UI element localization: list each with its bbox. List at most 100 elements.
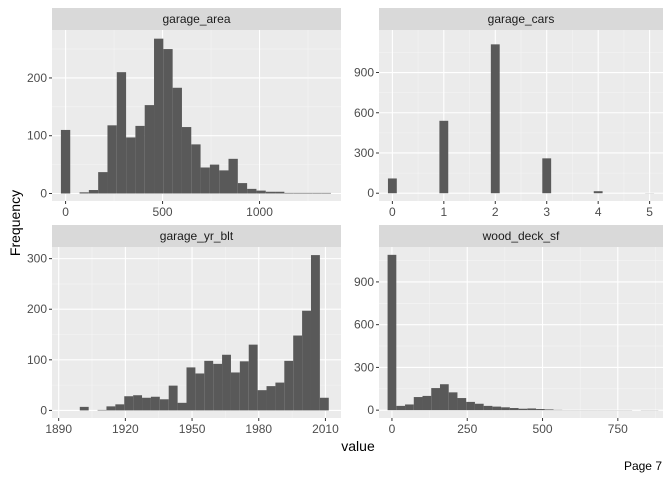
histogram-bar xyxy=(527,408,537,411)
histogram-bar xyxy=(321,192,331,194)
histogram-bar xyxy=(387,254,397,411)
histogram-bar xyxy=(518,408,528,411)
y-tick-label: 0 xyxy=(367,403,374,417)
x-tick-label: 0 xyxy=(62,205,69,219)
panel-background xyxy=(379,247,663,418)
histogram-bar xyxy=(593,191,603,194)
x-tick-label: 500 xyxy=(153,205,173,219)
histogram-bar xyxy=(150,396,160,411)
histogram-bar xyxy=(265,191,276,194)
histogram-bar xyxy=(230,372,240,411)
histogram-bar xyxy=(466,401,475,411)
x-tick-label: 1890 xyxy=(45,422,72,436)
histogram-bar xyxy=(88,190,99,194)
histogram-bar xyxy=(159,399,169,411)
histogram-bar xyxy=(124,396,134,411)
histogram-bar xyxy=(79,406,89,411)
histogram-bar xyxy=(219,170,229,194)
y-tick-label: 300 xyxy=(354,360,374,374)
facet-strip xyxy=(379,8,663,30)
histogram-bar xyxy=(257,390,267,411)
histogram-bar xyxy=(177,402,187,411)
histogram-bar xyxy=(133,395,143,411)
x-tick-label: 2 xyxy=(492,205,499,219)
y-tick-label: 300 xyxy=(27,252,47,266)
histogram-bar xyxy=(312,192,322,194)
page-number-label: Page 7 xyxy=(623,459,662,473)
histogram-bar xyxy=(544,409,554,411)
histogram-bar xyxy=(60,129,71,194)
histogram-bar xyxy=(490,44,500,194)
histogram-bar xyxy=(405,404,414,411)
histogram-bar xyxy=(439,120,449,194)
histogram-bar xyxy=(106,406,116,411)
histogram-bar xyxy=(228,158,238,194)
y-tick-label: 100 xyxy=(27,129,47,143)
y-axis-title: Frequency xyxy=(7,190,23,256)
histogram-bar xyxy=(542,158,552,194)
histogram-bar xyxy=(163,49,173,194)
y-tick-label: 600 xyxy=(354,106,374,120)
y-tick-label: 0 xyxy=(40,186,47,200)
histogram-bar xyxy=(195,373,205,411)
x-tick-label: 0 xyxy=(389,205,396,219)
histogram-bar xyxy=(186,367,196,411)
y-tick-label: 100 xyxy=(27,353,47,367)
histogram-bar xyxy=(142,397,151,411)
histogram-bar xyxy=(275,191,285,194)
histogram-bar xyxy=(396,405,406,411)
facet-strip xyxy=(52,8,341,30)
x-tick-label: 750 xyxy=(608,422,628,436)
histogram-bar xyxy=(248,344,258,411)
histogram-bar xyxy=(483,405,493,411)
histogram-bar xyxy=(387,178,397,194)
histogram-bar xyxy=(98,172,108,194)
histogram-bar xyxy=(422,395,432,411)
histogram-bar xyxy=(457,398,467,411)
histogram-bar xyxy=(302,310,311,411)
y-tick-label: 300 xyxy=(354,146,374,160)
x-tick-label: 1920 xyxy=(112,422,139,436)
histogram-bar xyxy=(275,382,285,411)
histogram-bar xyxy=(181,127,192,194)
y-tick-label: 200 xyxy=(27,71,47,85)
facet-panel-garage_cars: garage_cars 0 1 2 3 4 5 0 300 600 900 xyxy=(354,8,663,219)
y-tick-label: 0 xyxy=(367,186,374,200)
histogram-bar xyxy=(209,164,220,194)
histogram-bar xyxy=(237,183,248,194)
facet-strip xyxy=(52,225,341,247)
histogram-bar xyxy=(509,408,519,411)
histogram-bar xyxy=(431,388,440,411)
x-tick-label: 4 xyxy=(595,205,602,219)
histogram-bar xyxy=(239,361,249,411)
histogram-bar xyxy=(439,384,449,411)
x-axis-title: value xyxy=(341,438,375,454)
histogram-bar xyxy=(97,409,107,411)
facet-panel-garage_yr_blt: garage_yr_blt 1890 1920 1950 1980 2010 0 100 200… xyxy=(27,225,341,436)
facet-strip-label: wood_deck_sf xyxy=(482,229,560,243)
facet-panel-garage_area: garage_area 0 500 1000 0 100 200 xyxy=(27,8,341,219)
x-tick-label: 1 xyxy=(440,205,447,219)
histogram-bar xyxy=(448,392,458,411)
histogram-bar xyxy=(413,397,423,411)
histogram-bar xyxy=(474,403,484,411)
histogram-bar xyxy=(154,38,164,194)
histogram-bar xyxy=(144,105,155,194)
histogram-bar xyxy=(284,360,294,411)
x-tick-label: 2010 xyxy=(312,422,339,436)
y-tick-label: 600 xyxy=(354,318,374,332)
histogram-bar xyxy=(213,363,223,411)
x-tick-label: 500 xyxy=(533,422,553,436)
facet-strip-label: garage_area xyxy=(162,12,230,26)
x-tick-label: 1950 xyxy=(179,422,206,436)
histogram-bar xyxy=(191,144,201,194)
histogram-bar xyxy=(172,87,182,194)
x-tick-label: 5 xyxy=(646,205,653,219)
histogram-bar xyxy=(126,137,136,194)
histogram-bar xyxy=(293,335,303,411)
histogram-bar xyxy=(115,404,125,411)
histogram-bar xyxy=(293,192,303,194)
y-tick-label: 0 xyxy=(40,403,47,417)
